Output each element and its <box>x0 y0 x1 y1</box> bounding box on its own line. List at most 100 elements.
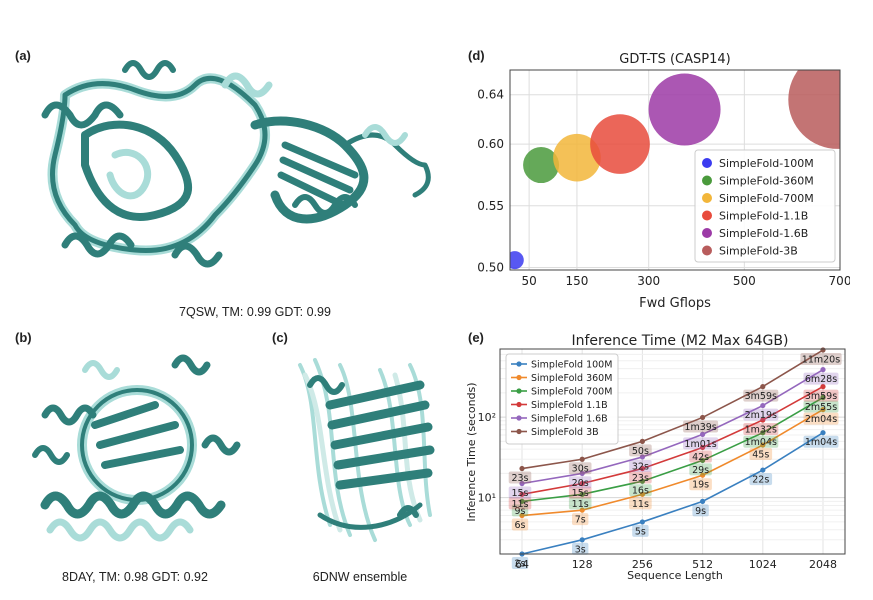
chart-e-point <box>579 470 585 477</box>
chart-d-bubbles <box>510 70 840 270</box>
chart-e-point <box>820 384 826 390</box>
chart-d-bubble <box>648 73 721 146</box>
chart-d-legend-label: SimpleFold-700M <box>719 192 814 205</box>
chart-e-data-label-bg <box>743 389 779 402</box>
chart-e-data-label-bg <box>629 484 652 497</box>
chart-e-data-label: 1m01s <box>684 439 716 450</box>
chart-d-ytick-label: 0.50 <box>477 261 504 275</box>
chart-d-ytick-label: 0.64 <box>477 88 504 102</box>
chart-e-legend-label: SimpleFold 1.6B <box>531 414 608 425</box>
chart-d-legend-marker <box>702 193 712 203</box>
chart-e-data-label: 2m55s <box>805 402 837 413</box>
chart-e-ylabel: Inference Time (seconds) <box>465 382 478 521</box>
chart-e-data-label: 3s <box>575 544 586 555</box>
chart-e-title: Inference Time (M2 Max 64GB) <box>572 333 789 349</box>
chart-e-legend-box <box>505 353 619 445</box>
chart-e-data-label: 50s <box>632 446 649 457</box>
caption-b: 8DAY, TM: 0.98 GDT: 0.92 <box>62 570 208 584</box>
chart-e-point <box>700 444 706 451</box>
panel-b-label: (b) <box>15 330 32 345</box>
chart-e-data-label-bg <box>689 478 712 491</box>
chart-d-xtick-label: 150 <box>566 274 589 288</box>
chart-e-data-label: 11s <box>511 499 528 510</box>
chart-e-point <box>579 456 585 462</box>
chart-e-xtick-label: 1024 <box>749 558 777 571</box>
chart-d-bubble <box>510 251 524 270</box>
chart-e-data-label: 3m59s <box>805 391 837 402</box>
chart-e-point <box>639 491 645 497</box>
chart-e-point <box>760 417 766 423</box>
chart-e-data-label-bg <box>803 372 839 385</box>
chart-e-data-label-bg <box>749 448 773 461</box>
chart-e-data-label: 45s <box>752 450 769 461</box>
chart-e-legend-label: SimpleFold 700M <box>531 387 612 398</box>
chart-e-data-label: 11s <box>572 499 589 510</box>
chart-d-legend-label: SimpleFold-3B <box>719 245 798 258</box>
chart-e-point <box>820 367 826 373</box>
chart-d-ytick-label: 0.60 <box>477 137 504 151</box>
chart-e-data-label-bg <box>632 524 649 537</box>
chart-e-point <box>700 498 706 504</box>
caption-a: 7QSW, TM: 0.99 GDT: 0.99 <box>179 305 331 319</box>
chart-e-ytick-label: 10² <box>478 411 496 424</box>
chart-d-legend-label: SimpleFold-360M <box>719 175 814 188</box>
chart-e-point <box>820 406 826 413</box>
chart-e-series-line <box>521 408 824 517</box>
caption-c: 6DNW ensemble <box>312 570 408 584</box>
chart-d-legend-marker <box>702 228 712 238</box>
chart-d-xtick-label: 500 <box>733 274 756 288</box>
chart-d-legend: SimpleFold-100M SimpleFold-360M SimpleFold… <box>694 149 836 263</box>
chart-d-xtick-label: 50 <box>521 274 536 288</box>
chart-e-data-label: 6m28s <box>805 374 837 385</box>
chart-e-data-label-bg <box>743 423 779 436</box>
chart-e-data-label-bg <box>511 518 529 531</box>
chart-e-legend-label: SimpleFold 3B <box>531 427 599 438</box>
chart-e-data-label-bg <box>572 513 589 526</box>
chart-e-data-label-bg <box>689 450 712 463</box>
chart-e-data-label: 23s <box>511 473 528 484</box>
chart-e-data-label-bg <box>568 462 592 475</box>
chart-e-legend-marker <box>516 428 522 435</box>
chart-e-data-label: 3m59s <box>745 391 777 402</box>
chart-e-data-label-bg <box>508 471 532 484</box>
chart-d-ytick-label: 0.55 <box>477 199 504 213</box>
chart-e-data-label-bg <box>803 435 839 448</box>
chart-d-bubble <box>788 70 840 149</box>
chart-d-xlabel: Fwd Gflops <box>639 296 711 311</box>
chart-e-point <box>579 491 585 497</box>
chart-e-xlabel: Sequence Length <box>627 569 723 582</box>
chart-e-point <box>519 512 525 519</box>
chart-e-data-label: 30s <box>572 464 589 475</box>
chart-e-data-label: 1m32s <box>745 425 777 436</box>
chart-e-xtick-label: 512 <box>692 558 713 571</box>
chart-e-ytick-label: 10¹ <box>478 492 496 505</box>
chart-e-point <box>820 394 826 401</box>
chart-e-data-label: 19s <box>692 480 709 491</box>
chart-e-data-label: 15s <box>511 488 528 499</box>
chart-e-series-line <box>521 368 824 485</box>
chart-d-bubble <box>553 133 601 182</box>
chart-e-data-label-bg <box>743 435 779 448</box>
chart-e-data-label: 11m20s <box>802 355 840 366</box>
chart-e-data-label-bg <box>511 504 529 517</box>
chart-e-point <box>579 537 585 543</box>
chart-e-data-label: 9s <box>515 506 526 517</box>
chart-e-ticks: 64 128 256 512 1024 2048 10¹ 10² <box>478 411 837 571</box>
chart-e-legend-marker <box>516 388 522 394</box>
chart-d-frame <box>509 69 841 271</box>
chart-e-data-label: 2s <box>515 559 526 570</box>
chart-e-data-label: 1m39s <box>684 422 716 433</box>
chart-d-bubble <box>523 147 560 184</box>
chart-e-legend-marker <box>516 415 522 421</box>
chart-d-bubble <box>590 114 650 174</box>
panel-e-label: (e) <box>468 330 484 345</box>
chart-d-legend-label: SimpleFold-1.6B <box>719 227 808 240</box>
chart-d-legend-marker <box>702 175 712 186</box>
chart-e-point <box>700 431 706 437</box>
chart-e-data-label: 15s <box>572 488 589 499</box>
chart-e-data-label: 42s <box>692 452 709 463</box>
chart-e-legend-label: SimpleFold 1.1B <box>531 400 608 411</box>
chart-e-point <box>639 465 645 472</box>
chart-e-point <box>639 478 645 484</box>
